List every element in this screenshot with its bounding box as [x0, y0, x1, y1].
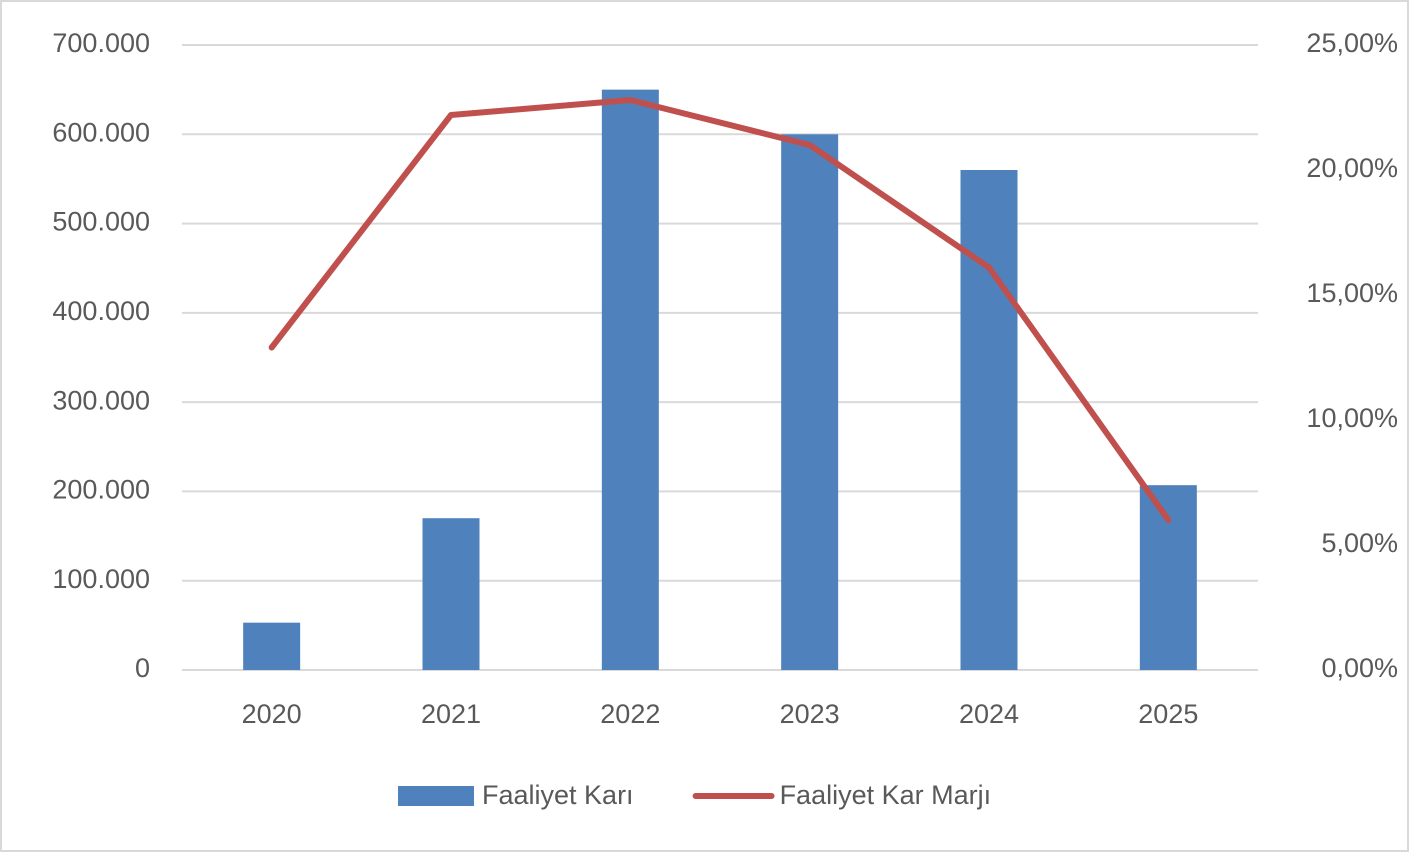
- legend-swatch: [398, 786, 474, 806]
- line: [268, 97, 1172, 523]
- x-tick-label: 2022: [600, 699, 660, 729]
- y-tick-label: 100.000: [52, 564, 150, 594]
- x-tick-label: 2024: [959, 699, 1019, 729]
- y-tick-label: 0: [135, 653, 150, 683]
- bar: [1139, 485, 1197, 670]
- y2-tick-label: 10,00%: [1306, 403, 1398, 433]
- x-tick-label: 2020: [242, 699, 302, 729]
- bar: [422, 518, 480, 670]
- y2-tick-label: 15,00%: [1306, 278, 1398, 308]
- y-tick-label: 300.000: [52, 385, 150, 415]
- legend-label: Faaliyet Kar Marjı: [780, 780, 992, 810]
- y2-tick-label: 0,00%: [1321, 653, 1398, 683]
- y-tick-label: 500.000: [52, 207, 150, 237]
- bar: [781, 134, 839, 671]
- y-tick-label: 600.000: [52, 117, 150, 147]
- legend-label: Faaliyet Karı: [482, 780, 634, 810]
- y2-tick-label: 20,00%: [1306, 153, 1398, 183]
- x-tick-label: 2021: [421, 699, 481, 729]
- bar: [243, 622, 301, 670]
- y2-tick-label: 5,00%: [1321, 528, 1398, 558]
- bar: [601, 89, 659, 670]
- x-tick-label: 2023: [780, 699, 840, 729]
- x-tick-label: 2025: [1138, 699, 1198, 729]
- y-tick-label: 200.000: [52, 475, 150, 505]
- y2-tick-label: 25,00%: [1306, 28, 1398, 58]
- y-tick-label: 700.000: [52, 28, 150, 58]
- y-tick-label: 400.000: [52, 296, 150, 326]
- bar: [960, 170, 1018, 670]
